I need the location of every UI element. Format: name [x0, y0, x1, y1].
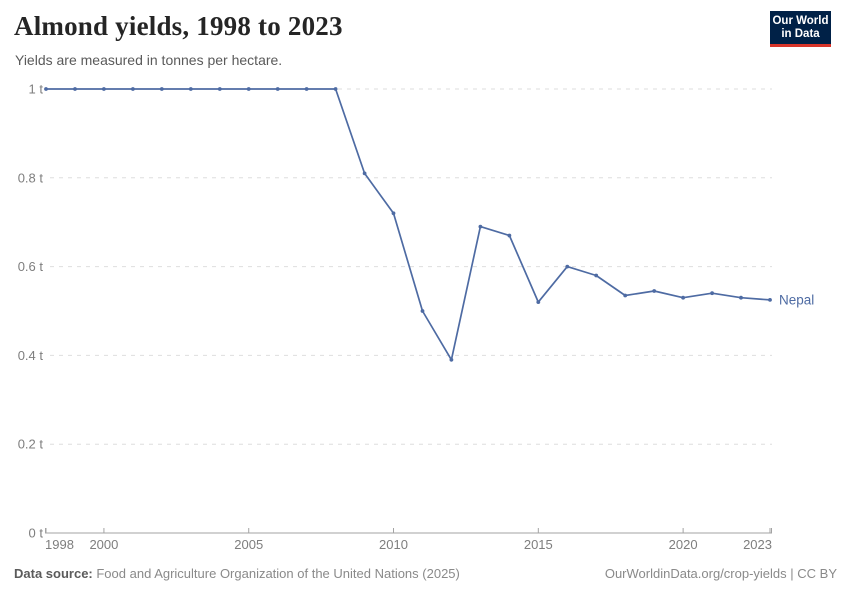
data-point-1999[interactable] — [73, 87, 77, 91]
data-point-2006[interactable] — [275, 87, 280, 91]
data-point-2013[interactable] — [478, 224, 483, 229]
data-point-2003[interactable] — [188, 87, 193, 91]
data-point-2008[interactable] — [333, 87, 338, 91]
data-point-2005[interactable] — [246, 87, 251, 91]
series-label-nepal[interactable]: Nepal — [779, 292, 814, 307]
x-tick-label: 2015 — [524, 537, 553, 552]
y-tick-label: 0.2 t — [18, 437, 44, 452]
data-point-2016[interactable] — [565, 264, 570, 269]
x-tick-label: 2020 — [669, 537, 698, 552]
data-point-2012[interactable] — [449, 357, 454, 362]
y-tick-label: 0 t — [29, 526, 44, 541]
chart-subtitle: Yields are measured in tonnes per hectar… — [15, 52, 283, 68]
data-point-1998[interactable] — [44, 87, 48, 91]
x-tick-label: 2000 — [89, 537, 118, 552]
data-point-2017[interactable] — [594, 273, 599, 278]
owid-logo[interactable]: Our World in Data — [770, 11, 831, 47]
owid-logo-line2: in Data — [781, 27, 820, 40]
y-tick-label: 0.6 t — [18, 259, 44, 274]
data-point-2000[interactable] — [102, 87, 106, 91]
data-point-2001[interactable] — [131, 87, 135, 91]
data-point-2022[interactable] — [739, 295, 743, 300]
data-point-2020[interactable] — [681, 295, 685, 300]
data-point-2007[interactable] — [304, 87, 309, 91]
data-source: Data source: Food and Agriculture Organi… — [14, 566, 460, 581]
y-tick-label: 0.8 t — [18, 170, 44, 185]
data-point-2018[interactable] — [623, 293, 628, 298]
data-source-label: Data source: — [14, 566, 93, 581]
x-tick-label: 2023 — [743, 537, 772, 552]
data-point-2019[interactable] — [652, 289, 657, 293]
data-point-2023[interactable] — [768, 298, 772, 302]
data-point-2011[interactable] — [420, 309, 425, 313]
owid-logo-line1: Our World — [772, 14, 829, 27]
y-tick-label: 1 t — [29, 82, 44, 97]
y-tick-label: 0.4 t — [18, 348, 44, 363]
series-line-nepal[interactable] — [45, 88, 771, 361]
chart-footer: Data source: Food and Agriculture Organi… — [14, 566, 837, 581]
data-point-2014[interactable] — [507, 233, 512, 238]
data-point-2010[interactable] — [391, 211, 396, 216]
data-point-2015[interactable] — [536, 300, 541, 304]
x-tick-label: 2005 — [234, 537, 263, 552]
x-tick-label: 2010 — [379, 537, 408, 552]
data-point-2009[interactable] — [362, 171, 367, 176]
x-tick-label: 1998 — [45, 537, 74, 552]
owid-citation-link[interactable]: OurWorldinData.org/crop-yields | CC BY — [604, 566, 837, 581]
page-title: Almond yields, 1998 to 2023 — [14, 11, 343, 41]
data-point-2004[interactable] — [217, 87, 222, 91]
data-source-text: Food and Agriculture Organization of the… — [92, 566, 460, 581]
data-point-2002[interactable] — [159, 87, 164, 91]
data-point-2021[interactable] — [710, 291, 714, 296]
